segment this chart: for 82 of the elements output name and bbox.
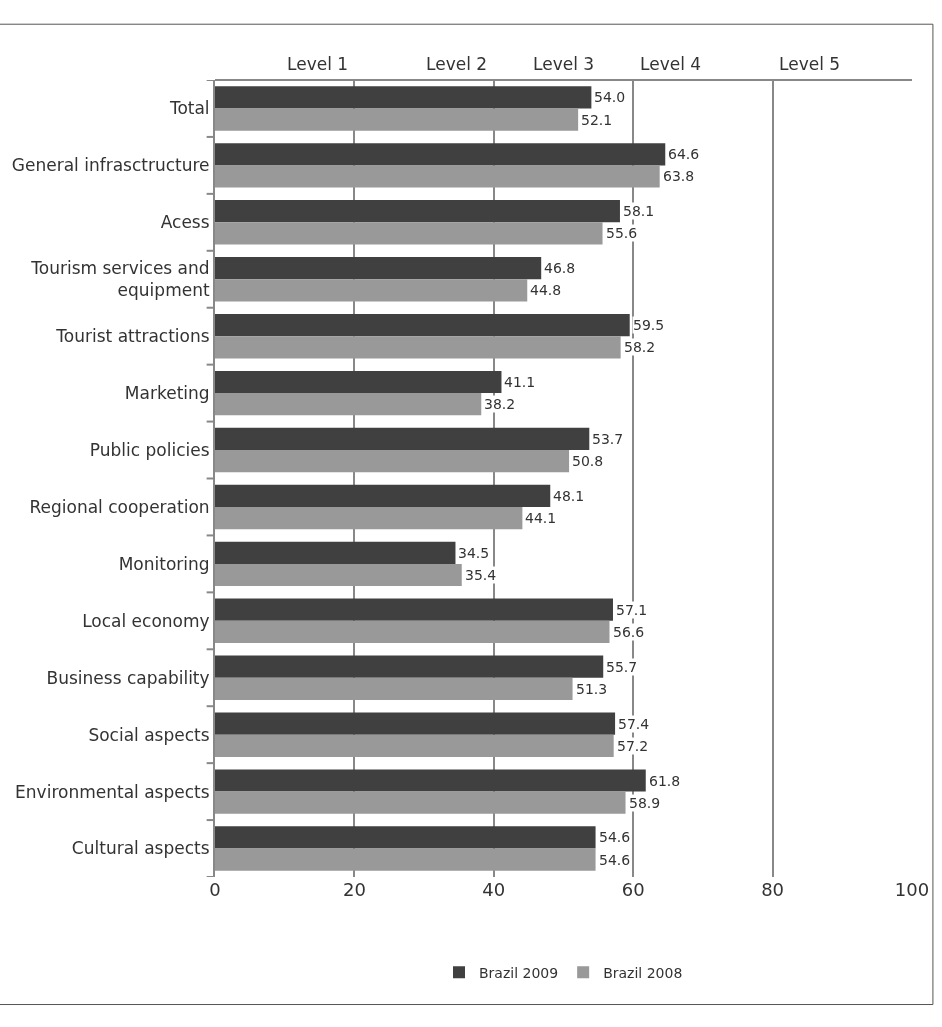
bar xyxy=(215,484,551,507)
bar xyxy=(215,655,604,678)
data-label: 57.1 xyxy=(616,602,648,618)
bar xyxy=(215,279,528,302)
data-label: 54.6 xyxy=(599,852,631,868)
y-tick-label: Tourism services and equipment xyxy=(30,258,210,301)
bar xyxy=(215,393,482,416)
bar xyxy=(215,222,603,245)
data-label: 58.2 xyxy=(624,339,656,355)
y-tick-label: Acess xyxy=(160,212,210,233)
y-tick-label: Business capability xyxy=(46,667,210,688)
bar xyxy=(215,86,592,109)
data-label: 44.8 xyxy=(530,282,562,298)
legend-label: Brazil 2009 xyxy=(479,964,559,981)
data-label: 64.6 xyxy=(668,146,700,162)
text: Level 3 xyxy=(533,54,595,74)
bar xyxy=(215,620,610,644)
data-label: 52.1 xyxy=(581,112,613,128)
data-label: 44.1 xyxy=(525,510,557,526)
data-label: 48.1 xyxy=(553,488,585,504)
y-tick-label: Social aspects xyxy=(88,724,210,745)
data-label: 34.5 xyxy=(458,545,490,561)
bar xyxy=(215,370,502,394)
y-tick-label: Tourist attractions xyxy=(55,326,210,347)
data-label: 59.5 xyxy=(633,317,665,333)
bar xyxy=(215,108,579,131)
bar xyxy=(215,427,590,451)
data-label: 53.7 xyxy=(592,431,624,447)
data-label: 35.4 xyxy=(465,567,497,583)
y-tick-label: Cultural aspects xyxy=(71,838,210,859)
data-label: 58.9 xyxy=(629,795,661,811)
data-label: 63.8 xyxy=(663,168,695,184)
data-label: 46.8 xyxy=(544,260,576,276)
data-label: 54.6 xyxy=(599,829,631,845)
bar xyxy=(215,541,456,564)
bar xyxy=(215,165,660,188)
text: Level 4 xyxy=(640,54,702,74)
bar xyxy=(215,848,596,871)
bar xyxy=(215,677,573,700)
data-label: 50.8 xyxy=(572,453,604,469)
bar xyxy=(215,257,542,280)
text: Level 2 xyxy=(426,54,488,74)
data-label: 58.1 xyxy=(623,203,655,219)
data-label: 54.0 xyxy=(594,89,626,105)
data-label: 51.3 xyxy=(576,681,608,697)
bar xyxy=(215,336,621,359)
data-label: 56.6 xyxy=(613,624,645,640)
y-tick-label: General infrasctructure xyxy=(11,155,210,176)
bar xyxy=(215,563,462,587)
data-label: 55.7 xyxy=(606,659,638,675)
x-tick-label: 20 xyxy=(342,879,366,900)
x-tick-label: 100 xyxy=(894,879,930,900)
data-label: 57.4 xyxy=(618,716,650,732)
y-tick-label: Marketing xyxy=(124,383,210,404)
bar xyxy=(215,734,614,757)
data-label: 55.6 xyxy=(606,225,638,241)
x-tick-label: 0 xyxy=(209,879,221,900)
text: Level 1 xyxy=(287,54,349,74)
legend-label: Brazil 2008 xyxy=(603,964,683,981)
y-tick-label: Environmental aspects xyxy=(15,781,210,802)
x-tick-label: 40 xyxy=(482,879,506,900)
y-tick-label: Regional cooperation xyxy=(29,496,210,517)
y-tick-label: Total xyxy=(168,98,210,119)
data-label: 57.2 xyxy=(617,738,649,754)
bar xyxy=(215,506,523,530)
bar xyxy=(215,769,646,792)
bar xyxy=(215,143,666,166)
y-tick-label: Public policies xyxy=(89,439,210,460)
bar xyxy=(215,791,626,814)
data-label: 38.2 xyxy=(484,396,516,412)
y-tick-label: Local economy xyxy=(82,610,210,631)
data-label: 41.1 xyxy=(504,374,536,390)
bar xyxy=(215,712,616,735)
bar xyxy=(215,200,620,223)
bar xyxy=(215,598,613,621)
y-tick-label: Monitoring xyxy=(118,553,210,574)
bar xyxy=(215,826,596,849)
x-tick-label: 60 xyxy=(621,879,645,900)
text: Level 5 xyxy=(779,54,841,74)
x-tick-label: 80 xyxy=(761,879,785,900)
data-label: 61.8 xyxy=(649,773,681,789)
bar xyxy=(215,450,570,473)
